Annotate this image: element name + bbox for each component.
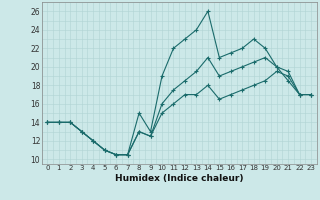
X-axis label: Humidex (Indice chaleur): Humidex (Indice chaleur) xyxy=(115,174,244,183)
